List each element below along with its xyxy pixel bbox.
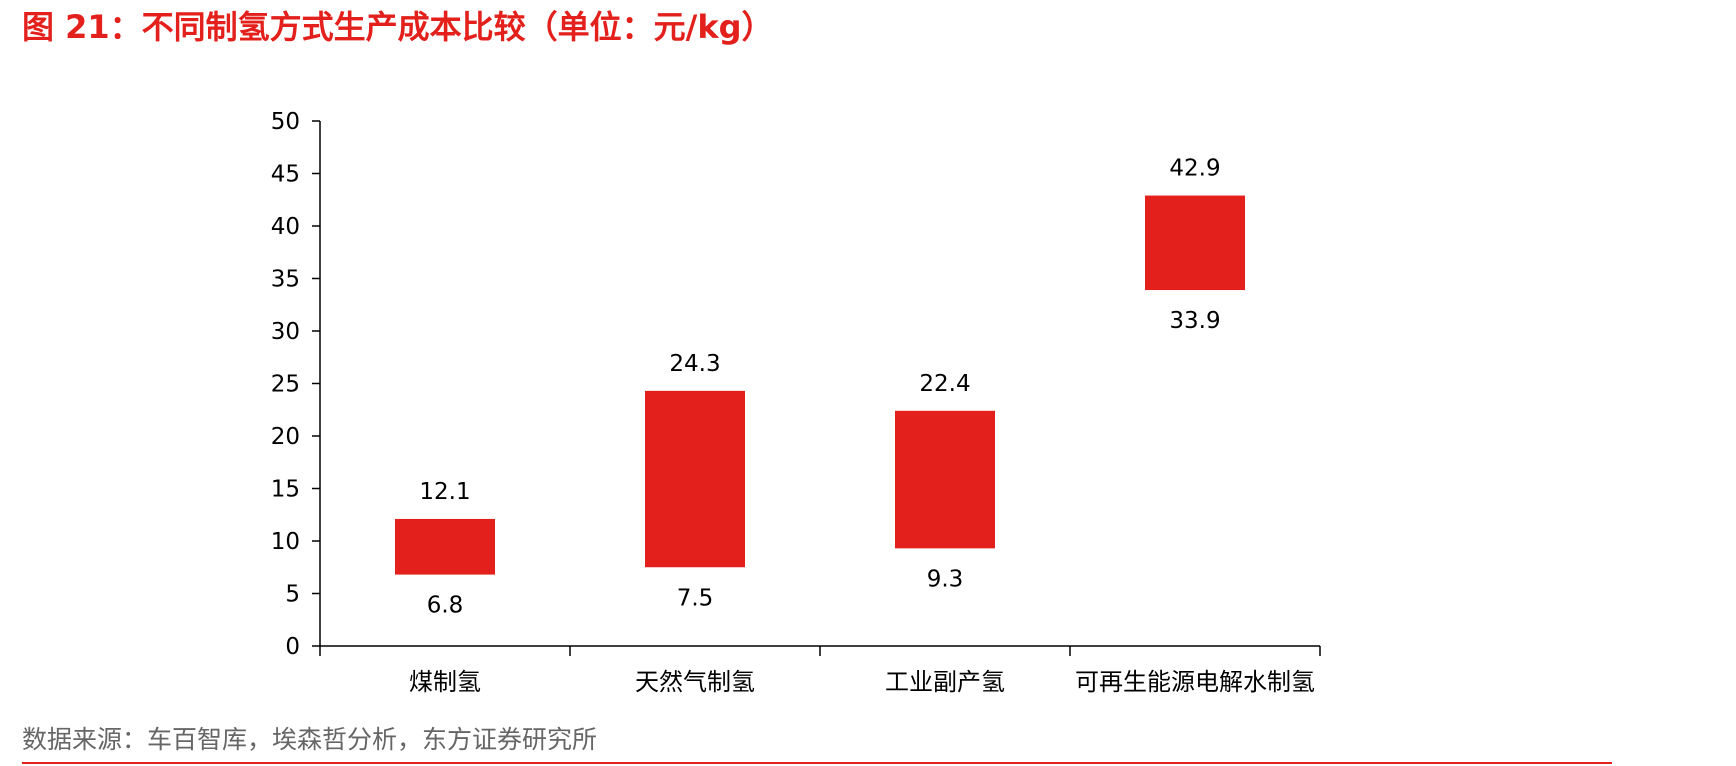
bar-high-label: 12.1 (419, 479, 470, 505)
bar-high-label: 42.9 (1169, 156, 1220, 182)
x-tick-label: 可再生能源电解水制氢 (1075, 668, 1315, 696)
y-tick-label: 10 (271, 529, 300, 555)
x-tick-label: 工业副产氢 (885, 668, 1005, 696)
bar (1145, 195, 1245, 291)
y-tick-label: 0 (285, 634, 300, 660)
bar-low-label: 9.3 (927, 566, 964, 592)
y-tick-label: 20 (271, 424, 300, 450)
y-tick-label: 40 (271, 214, 300, 240)
bottom-rule (22, 762, 1612, 764)
source-note: 数据来源：车百智库，埃森哲分析，东方证券研究所 (22, 725, 598, 754)
y-tick-label: 50 (271, 109, 300, 135)
x-tick-label: 煤制氢 (409, 668, 481, 696)
bar (395, 518, 495, 575)
bar-high-label: 22.4 (919, 371, 970, 397)
x-tick-label: 天然气制氢 (635, 668, 755, 696)
y-tick-label: 25 (271, 372, 300, 398)
y-tick-label: 45 (271, 162, 300, 188)
y-tick-label: 30 (271, 319, 300, 345)
y-tick-label: 5 (285, 582, 300, 608)
bar (895, 410, 995, 549)
data-labels: 12.1 6.8 24.3 7.5 22.4 9.3 42.9 33.9 (419, 156, 1220, 619)
bars (395, 195, 1245, 575)
figure-title: 图 21：不同制氢方式生产成本比较（单位：元/kg） (22, 8, 774, 46)
y-axis: 0 5 10 15 20 25 30 35 40 45 50 (271, 109, 321, 660)
x-axis: 煤制氢 天然气制氢 工业副产氢 可再生能源电解水制氢 (319, 645, 1321, 696)
bar (645, 390, 745, 568)
bar-low-label: 33.9 (1169, 308, 1220, 334)
bar-high-label: 24.3 (669, 351, 720, 377)
bar-low-label: 7.5 (677, 585, 714, 611)
y-tick-label: 35 (271, 267, 300, 293)
y-tick-label: 15 (271, 477, 300, 503)
bar-low-label: 6.8 (427, 593, 464, 619)
